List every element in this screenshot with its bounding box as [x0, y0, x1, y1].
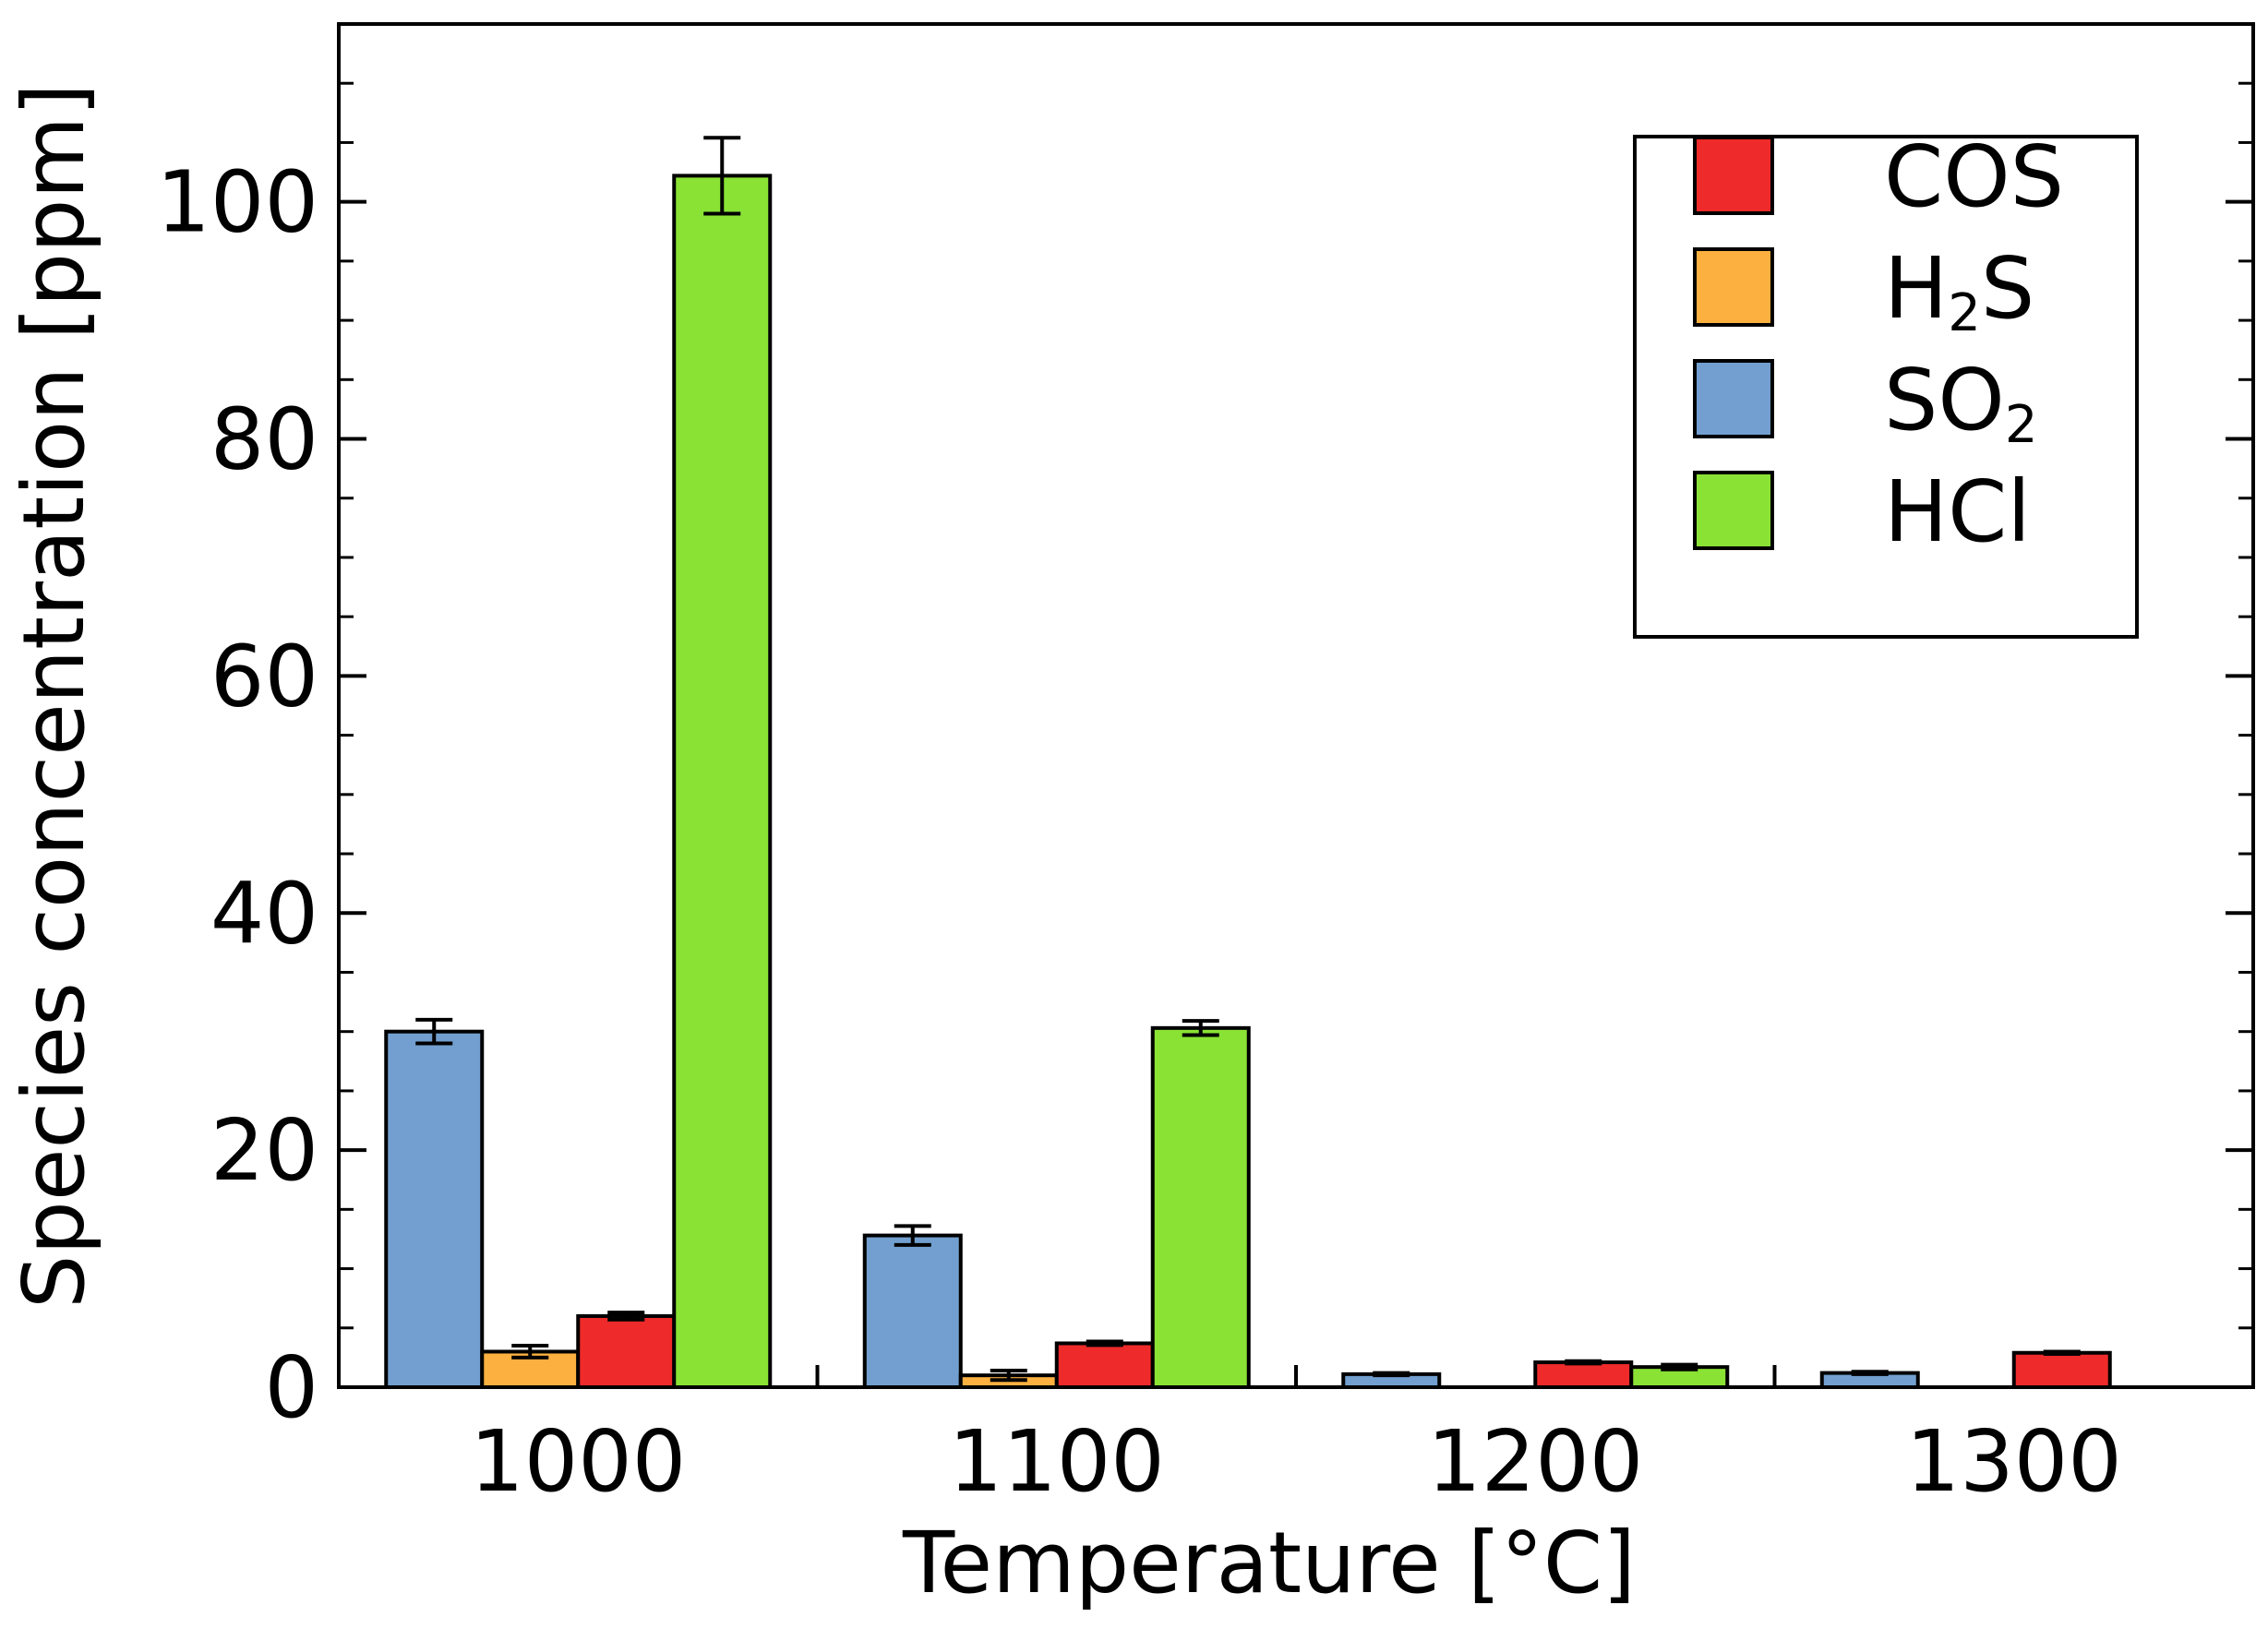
error-bar-cos-1000 — [607, 1311, 645, 1322]
y-tick-label: 60 — [210, 627, 318, 725]
x-axis-ticks: 1000 1100 1200 1300 — [470, 1365, 2122, 1511]
bar-so2-1100 — [862, 1233, 963, 1390]
error-bar-so2-1000 — [415, 1017, 453, 1046]
minor-ticks — [339, 81, 2253, 1330]
error-bar-cos-1300 — [2043, 1349, 2081, 1357]
error-bar-hcl-1200 — [1661, 1362, 1698, 1371]
bar-cos-1300 — [2011, 1350, 2112, 1389]
legend-swatch-hcl — [1693, 471, 1774, 550]
y-tick-label: 80 — [210, 390, 318, 489]
x-axis-label: Temperature [°C] — [902, 1514, 1636, 1612]
error-bar-hcl-1100 — [1182, 1019, 1219, 1037]
legend-label-cos: COS — [1884, 127, 2064, 226]
y-tick-label: 100 — [156, 153, 318, 252]
bar-hcl-1000 — [672, 174, 773, 1390]
x-tick-label: 1000 — [470, 1412, 686, 1511]
legend-swatch-cos — [1693, 136, 1774, 215]
bar-hcl-1100 — [1150, 1025, 1251, 1390]
bars-layer — [384, 136, 2112, 1390]
y-tick-label: 40 — [210, 864, 318, 963]
error-bar-so2-1100 — [894, 1224, 931, 1247]
legend-label-so2: SO2 — [1884, 351, 2037, 455]
y-axis-ticks: 0 20 40 60 80 100 — [156, 153, 2253, 1437]
error-bar-cos-1100 — [1086, 1339, 1123, 1348]
y-tick-label: 20 — [210, 1101, 318, 1200]
bar-cos-1000 — [576, 1313, 677, 1389]
bar-cos-1200 — [1533, 1360, 1634, 1389]
error-bar-h2s-1100 — [990, 1369, 1027, 1383]
y-tick-label: 0 — [264, 1338, 318, 1437]
error-bar-so2-1300 — [1851, 1370, 1889, 1376]
bar-so2-1000 — [384, 1029, 485, 1390]
x-tick-label: 1200 — [1427, 1412, 1643, 1511]
error-bar-hcl-1000 — [703, 136, 741, 216]
legend-swatch-so2 — [1693, 359, 1774, 438]
error-bar-h2s-1000 — [511, 1344, 549, 1359]
error-bar-so2-1200 — [1373, 1371, 1410, 1378]
legend-swatch-h2s — [1693, 247, 1774, 327]
legend-label-h2s: H2S — [1884, 239, 2034, 343]
x-tick-label: 1300 — [1906, 1412, 2122, 1511]
bar-cos-1100 — [1054, 1341, 1155, 1389]
error-bar-cos-1200 — [1565, 1359, 1602, 1366]
x-tick-label: 1100 — [949, 1412, 1165, 1511]
y-axis-label: Species concentration [ppm] — [5, 83, 103, 1309]
legend-label-hcl: HCl — [1884, 462, 2031, 561]
